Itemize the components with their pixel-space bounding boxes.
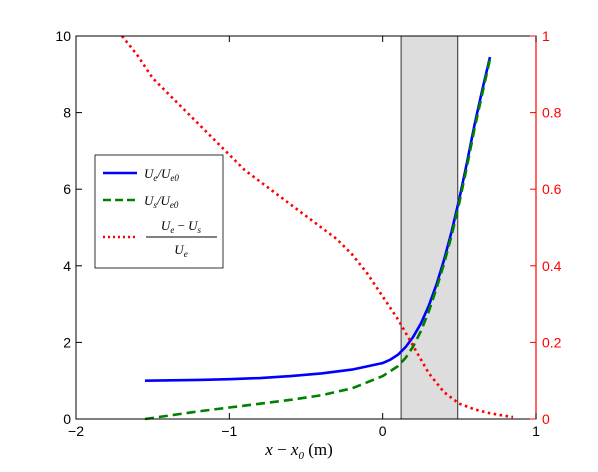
legend-entry-ratio: Ue − Us Ue [103, 218, 217, 259]
x-axis-var2-sub: 0 [298, 450, 304, 462]
x-axis-op: − [273, 440, 291, 459]
x-tick-label-1: −1 [221, 423, 237, 439]
legend-label-ratio-numerator: Ue − Us [161, 218, 202, 235]
shaded-region [400, 35, 459, 420]
y-right-tick-label-0: 0 [542, 411, 550, 427]
legend-label-ratio-denominator: Ue [174, 242, 187, 259]
y-left-tick-label-2: 4 [63, 258, 71, 274]
tick-marks [75, 35, 537, 420]
y-left-tick-label-4: 8 [63, 105, 71, 121]
x-axis-unit: (m) [304, 440, 333, 459]
y-right-tick-label-4: 0.8 [542, 105, 562, 121]
y-left-tick-label-3: 6 [63, 181, 71, 197]
legend-label-ue: Ue/Ue0 [144, 166, 179, 183]
x-axis-var2: x [290, 440, 299, 459]
series-line-1 [144, 58, 492, 421]
legend: Ue/Ue0 Us/Ue0 Ue − Us Ue [94, 154, 224, 269]
series-line-0 [144, 56, 492, 382]
shaded-band [400, 35, 459, 420]
x-tick-label-2: 0 [379, 423, 387, 439]
legend-label-us: Us/Ue0 [144, 193, 179, 210]
x-axis-label: x − x0 (m) [264, 440, 332, 462]
x-tick-label-3: 1 [532, 423, 540, 439]
x-axis-var: x [264, 440, 273, 459]
axes [75, 35, 537, 420]
y-left-tick-label-1: 2 [63, 334, 71, 350]
series-group [120, 35, 514, 421]
legend-entry-us: Us/Ue0 [103, 193, 179, 210]
y-right-tick-label-2: 0.4 [542, 258, 562, 274]
y-left-tick-label-5: 10 [55, 28, 71, 44]
y-right-tick-label-5: 1 [542, 28, 550, 44]
legend-entry-ue: Ue/Ue0 [103, 166, 179, 183]
x-tick-label-0: −2 [68, 423, 84, 439]
y-right-tick-label-3: 0.6 [542, 181, 562, 197]
series-line-2 [120, 35, 514, 419]
y-right-tick-label-1: 0.2 [542, 334, 562, 350]
y-left-tick-label-0: 0 [63, 411, 71, 427]
